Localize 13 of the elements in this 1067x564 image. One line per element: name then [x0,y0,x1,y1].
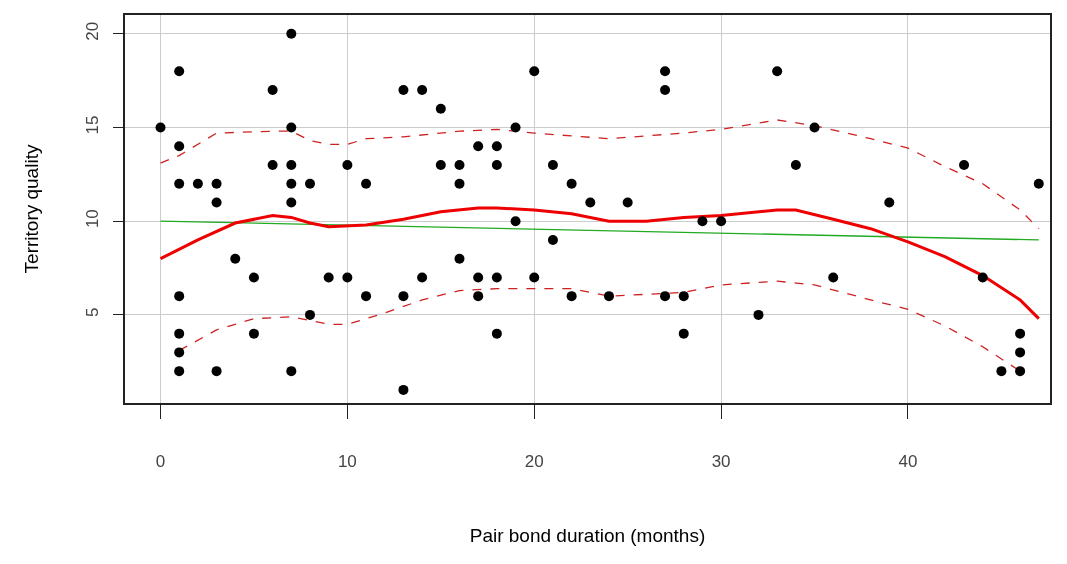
line-series [159,206,1041,321]
y-tick-label: 20 [83,21,103,41]
x-tick-label: 10 [337,452,357,472]
x-axis-title: Pair bond duration (months) [469,524,706,546]
y-axis-title: Territory quality [20,144,42,274]
x-tick-label: 30 [711,452,731,472]
y-tick-label: 15 [83,115,103,135]
y-tick-label: 5 [83,307,103,318]
line-series [159,119,1040,230]
x-tick-label: 40 [898,452,918,472]
y-tick-label: 10 [83,209,103,229]
x-tick-label: 0 [155,452,166,472]
x-tick-label: 20 [524,452,544,472]
